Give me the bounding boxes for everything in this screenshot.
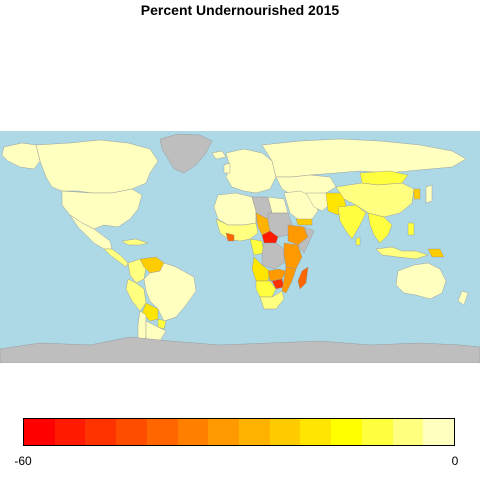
region-europe [225,148,277,194]
region-iran [305,192,333,212]
legend-max-label: 0 [451,454,459,468]
region-alaska [1,142,41,170]
region-australia [395,262,447,300]
region-png [427,248,445,258]
region-paraguay [157,318,167,330]
legend-swatch-4 [146,419,178,445]
legend-swatch-12 [392,419,424,445]
region-indonesia [375,246,429,260]
region-uk [223,162,231,174]
legend-swatch-10 [331,419,362,445]
legend-swatch-9 [300,419,332,445]
region-mozambique [281,266,297,294]
region-zambia [267,268,287,282]
region-antarctica [0,336,480,363]
legend-swatch-0 [24,419,55,445]
region-brazil [143,262,197,322]
region-south-africa [259,290,285,310]
region-central-america [103,248,129,268]
region-new-zealand [457,290,469,306]
color-legend: -60 0 [0,410,480,480]
region-iceland [211,150,227,160]
region-korea [413,188,421,200]
region-japan [425,184,433,204]
region-china [335,182,415,218]
region-north-africa [213,192,257,226]
region-madagascar [297,266,309,290]
legend-swatch-11 [361,419,393,445]
legend-min-label: -60 [14,454,32,468]
legend-swatch-6 [208,419,240,445]
region-somalia [297,226,315,254]
region-greenland [159,133,213,174]
region-central-asia [275,174,337,196]
legend-swatch-2 [85,419,117,445]
region-sri-lanka [355,236,361,246]
map-title: Percent Undernourished 2015 [140,2,340,18]
region-canada [35,139,159,194]
region-southeast-asia [367,212,393,244]
region-sudan [267,212,293,238]
region-philippines [407,222,415,236]
world-map [0,131,480,363]
region-ecuador-peru [125,278,147,312]
legend-colorbar [23,418,455,446]
legend-swatch-5 [177,419,209,445]
legend-swatch-8 [269,419,301,445]
legend-swatch-7 [239,419,270,445]
legend-swatch-3 [116,419,147,445]
region-caribbean [121,238,149,246]
region-dr-congo [261,242,285,270]
legend-swatch-13 [423,419,455,445]
region-yemen [295,218,313,226]
legend-swatch-1 [54,419,86,445]
region-sierra-leone [225,232,235,242]
region-car [261,230,279,244]
